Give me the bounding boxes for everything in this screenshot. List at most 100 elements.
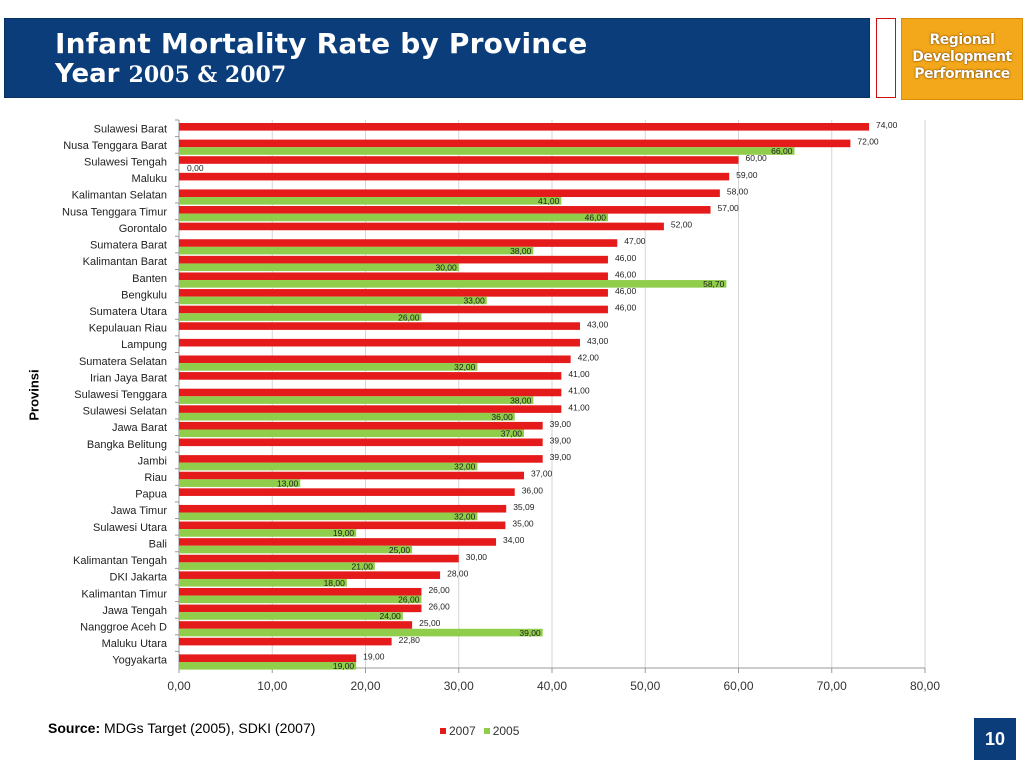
data-label-2007: 25,00 bbox=[419, 618, 441, 628]
x-tick-label: 60,00 bbox=[723, 679, 753, 693]
data-label-2005: 33,00 bbox=[463, 296, 485, 306]
data-label-2005: 26,00 bbox=[398, 595, 420, 605]
bar-2005 bbox=[179, 462, 478, 471]
bar-2007 bbox=[179, 554, 459, 563]
bar-2005 bbox=[179, 280, 727, 288]
data-label-2007: 43,00 bbox=[587, 319, 609, 329]
bar-2005 bbox=[179, 562, 375, 570]
bar-2005 bbox=[179, 263, 459, 272]
category-label: Kalimantan Barat bbox=[83, 256, 167, 268]
data-label-2007: 19,00 bbox=[363, 651, 385, 661]
data-label-2007: 35,09 bbox=[513, 502, 535, 512]
data-label-2007: 37,00 bbox=[531, 469, 553, 479]
data-label-2005: 13,00 bbox=[277, 478, 299, 488]
legend-label-2007: 2007 bbox=[449, 724, 476, 738]
category-label: Sumatera Selatan bbox=[79, 356, 167, 368]
bar-2007 bbox=[179, 272, 608, 281]
badge-line-2: Development bbox=[912, 49, 1012, 65]
category-label: Jawa Tengah bbox=[102, 605, 167, 617]
x-tick-label: 40,00 bbox=[537, 679, 567, 693]
legend-item-2005: 2005 bbox=[483, 724, 520, 738]
bar-2005 bbox=[179, 545, 413, 554]
subtitle-year-word: Year bbox=[55, 59, 120, 89]
bar-2007 bbox=[179, 488, 515, 496]
bar-2005 bbox=[179, 512, 478, 521]
bar-2005 bbox=[179, 429, 525, 438]
data-label-2005: 41,00 bbox=[538, 196, 560, 206]
category-label: Papua bbox=[135, 489, 168, 501]
bar-2007 bbox=[179, 388, 562, 397]
data-label-2005: 46,00 bbox=[585, 213, 607, 223]
category-label: Sumatera Barat bbox=[90, 240, 167, 252]
category-label: Jawa Timur bbox=[111, 505, 168, 517]
title-banner: Infant Mortality Rate by Province Year 2… bbox=[4, 18, 870, 98]
category-label: Bangka Belitung bbox=[87, 439, 167, 451]
section-badge: Regional Development Performance bbox=[901, 18, 1023, 100]
source-label: Source: bbox=[48, 720, 101, 736]
data-label-2007: 46,00 bbox=[615, 253, 637, 263]
category-label: Nusa Tenggara Timur bbox=[62, 206, 167, 218]
data-label-2007: 43,00 bbox=[587, 336, 609, 346]
bar-2005 bbox=[179, 412, 515, 421]
x-tick-labels: 0,00 10,00 20,00 30,00 40,00 50,00 60,00 70,00 8… bbox=[167, 679, 940, 693]
category-label: Bali bbox=[149, 538, 167, 550]
category-label: Kalimantan Selatan bbox=[72, 190, 167, 202]
data-label-2005: 32,00 bbox=[454, 512, 476, 522]
bar-2007 bbox=[179, 123, 870, 131]
category-label: Irian Jaya Barat bbox=[90, 372, 167, 384]
bar-2005 bbox=[179, 246, 534, 255]
data-label-2007: 42,00 bbox=[578, 352, 600, 362]
bar-2007 bbox=[179, 521, 506, 530]
bar-2007 bbox=[179, 504, 507, 513]
data-label-2007: 28,00 bbox=[447, 568, 469, 578]
category-label: Nusa Tenggara Barat bbox=[63, 140, 167, 152]
legend-label-2005: 2005 bbox=[492, 724, 520, 738]
bar-2007 bbox=[179, 538, 497, 546]
data-label-2005: 32,00 bbox=[454, 462, 476, 472]
data-label-2005: 36,00 bbox=[491, 412, 513, 422]
bar-2005 bbox=[179, 197, 562, 205]
bar-2007 bbox=[179, 255, 608, 264]
legend-swatch-2007 bbox=[440, 728, 446, 734]
bar-2005 bbox=[179, 313, 422, 321]
bar-2007 bbox=[179, 338, 580, 347]
data-label-2005: 18,00 bbox=[324, 578, 346, 588]
data-label-2007: 74,00 bbox=[876, 120, 898, 130]
category-label: Sulawesi Tengah bbox=[84, 157, 167, 169]
data-label-2005: 25,00 bbox=[389, 545, 411, 555]
bar-2005 bbox=[179, 661, 357, 670]
x-tick-label: 70,00 bbox=[817, 679, 847, 693]
data-label-2007: 46,00 bbox=[615, 303, 637, 313]
data-label-2007: 34,00 bbox=[503, 535, 525, 545]
bar-2007 bbox=[179, 654, 357, 662]
bar-2007 bbox=[179, 637, 392, 646]
data-label-2007: 47,00 bbox=[624, 236, 646, 246]
data-label-2007: 26,00 bbox=[428, 602, 450, 612]
bar-2005 bbox=[179, 595, 422, 604]
category-labels: Sulawesi Barat Nusa Tenggara Barat Sulawes… bbox=[62, 123, 168, 666]
data-label-2007: 72,00 bbox=[857, 137, 879, 147]
data-label-2005: 38,00 bbox=[510, 395, 532, 405]
data-label-2007: 41,00 bbox=[568, 402, 590, 412]
source-note: Source: MDGs Target (2005), SDKI (2007) bbox=[48, 720, 315, 736]
x-tick-label: 20,00 bbox=[350, 679, 380, 693]
bar-2007 bbox=[179, 189, 720, 198]
bar-2007 bbox=[179, 222, 664, 231]
data-label-2007: 46,00 bbox=[615, 286, 637, 296]
bar-2005 bbox=[179, 578, 347, 587]
bar-2007 bbox=[179, 239, 618, 247]
bar-2007 bbox=[179, 438, 543, 447]
data-label-2007: 30,00 bbox=[466, 552, 488, 562]
category-label: Sulawesi Utara bbox=[93, 522, 168, 534]
data-label-2007: 36,00 bbox=[522, 485, 544, 495]
category-label: Jawa Barat bbox=[112, 422, 167, 434]
data-label-2005: 26,00 bbox=[398, 312, 420, 322]
section-badge-text: Regional Development Performance bbox=[902, 32, 1022, 83]
category-label: Sulawesi Barat bbox=[94, 123, 167, 135]
bar-2007 bbox=[179, 405, 562, 413]
bar-2005 bbox=[179, 396, 534, 404]
bar-2007 bbox=[179, 355, 571, 364]
bar-2007 bbox=[179, 156, 739, 164]
data-label-2007: 39,00 bbox=[550, 419, 572, 429]
